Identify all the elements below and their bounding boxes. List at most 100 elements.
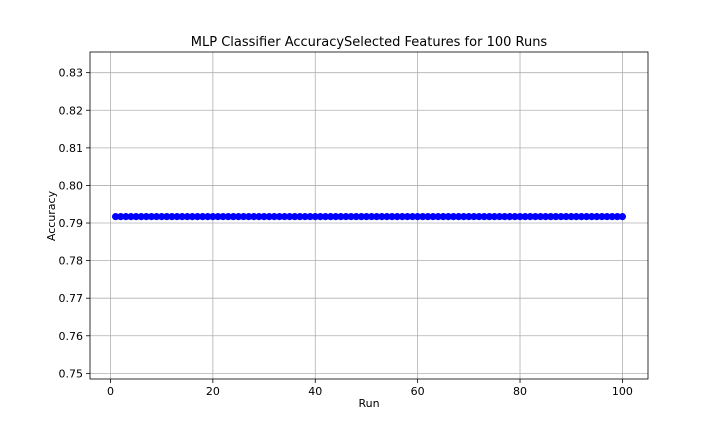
data-point xyxy=(531,213,539,221)
data-point xyxy=(511,213,519,221)
data-point xyxy=(193,213,202,221)
data-point xyxy=(270,213,278,221)
data-point xyxy=(588,213,596,221)
data-point xyxy=(470,213,478,221)
data-point xyxy=(168,213,176,221)
y-tick-label: 0.83 xyxy=(59,67,84,80)
data-point xyxy=(234,213,243,221)
x-tick-label: 20 xyxy=(206,385,220,398)
data-point xyxy=(301,213,309,221)
x-tick-label: 80 xyxy=(513,385,527,398)
plot-frame xyxy=(89,51,649,380)
data-point xyxy=(552,213,560,221)
data-point xyxy=(501,213,509,221)
data-point xyxy=(562,213,570,221)
data-point xyxy=(547,213,555,221)
data-point xyxy=(490,213,499,221)
data-point xyxy=(352,213,360,221)
data-point xyxy=(536,213,545,221)
data-point xyxy=(367,213,376,221)
chart-title: MLP Classifier AccuracySelected Features… xyxy=(191,35,548,50)
data-point xyxy=(378,213,386,221)
data-point xyxy=(265,213,273,221)
data-point xyxy=(250,213,258,221)
data-point xyxy=(214,213,222,221)
data-point xyxy=(280,213,289,221)
data-point xyxy=(347,213,355,221)
data-point xyxy=(357,213,365,221)
data-point xyxy=(255,213,263,221)
data-point xyxy=(204,213,212,221)
y-tick-label: 0.75 xyxy=(59,367,84,380)
data-point xyxy=(224,213,232,221)
data-point xyxy=(542,213,550,221)
x-tick-label: 40 xyxy=(308,385,322,398)
y-axis: 0.75 0.76 0.77 0.78 0.79 0.80 0.81 0.82 0.83 xyxy=(59,67,90,380)
data-point xyxy=(465,213,473,221)
data-point xyxy=(111,213,120,221)
data-point xyxy=(439,213,447,221)
data-point xyxy=(434,213,442,221)
data-point xyxy=(383,213,391,221)
data-point xyxy=(188,213,196,221)
data-point xyxy=(444,213,452,221)
data-point xyxy=(127,213,135,221)
data-point xyxy=(567,213,575,221)
data-point xyxy=(582,213,591,221)
data-point xyxy=(209,213,217,221)
data-point xyxy=(516,213,524,221)
data-point xyxy=(342,213,350,221)
y-axis-label: Accuracy xyxy=(45,190,58,241)
data-point xyxy=(239,213,248,221)
data-point xyxy=(424,213,432,221)
data-point xyxy=(311,213,319,221)
data-point xyxy=(398,213,406,221)
data-point xyxy=(245,213,253,221)
data-point xyxy=(403,213,411,221)
data-point xyxy=(332,213,340,221)
data-point xyxy=(485,213,493,221)
x-axis-label: Run xyxy=(358,397,379,410)
y-tick-label: 0.77 xyxy=(59,292,84,305)
data-point xyxy=(449,213,458,221)
data-point xyxy=(393,213,401,221)
y-tick-label: 0.76 xyxy=(59,330,84,343)
data-point xyxy=(163,213,171,221)
data-point xyxy=(598,213,606,221)
x-tick-label: 100 xyxy=(612,385,633,398)
data-point xyxy=(183,213,191,221)
data-point xyxy=(306,213,314,221)
y-tick-label: 0.82 xyxy=(59,104,84,117)
data-point xyxy=(229,213,237,221)
data-point xyxy=(603,213,611,221)
data-points xyxy=(111,213,627,221)
data-point xyxy=(475,213,483,221)
plot-border xyxy=(89,51,649,380)
data-point xyxy=(521,213,529,221)
data-point xyxy=(199,213,207,221)
data-point xyxy=(593,213,601,221)
data-point xyxy=(132,213,140,221)
data-point xyxy=(291,213,299,221)
data-point xyxy=(373,213,381,221)
y-tick-label: 0.78 xyxy=(59,255,84,268)
data-point xyxy=(321,213,330,221)
data-point xyxy=(260,213,268,221)
x-tick-label: 0 xyxy=(107,385,114,398)
y-tick-label: 0.81 xyxy=(59,142,84,155)
data-point xyxy=(286,213,294,221)
data-point xyxy=(142,213,150,221)
data-point xyxy=(296,213,304,221)
data-point xyxy=(414,213,422,221)
data-point xyxy=(618,213,627,221)
data-point xyxy=(173,213,181,221)
y-tick-label: 0.79 xyxy=(59,217,84,230)
data-point xyxy=(526,213,534,221)
data-point xyxy=(454,213,463,221)
data-point xyxy=(613,213,621,221)
y-tick-label: 0.80 xyxy=(59,179,84,192)
data-point xyxy=(117,213,125,221)
data-point xyxy=(327,213,335,221)
data-point xyxy=(577,213,586,221)
data-point xyxy=(147,213,156,221)
